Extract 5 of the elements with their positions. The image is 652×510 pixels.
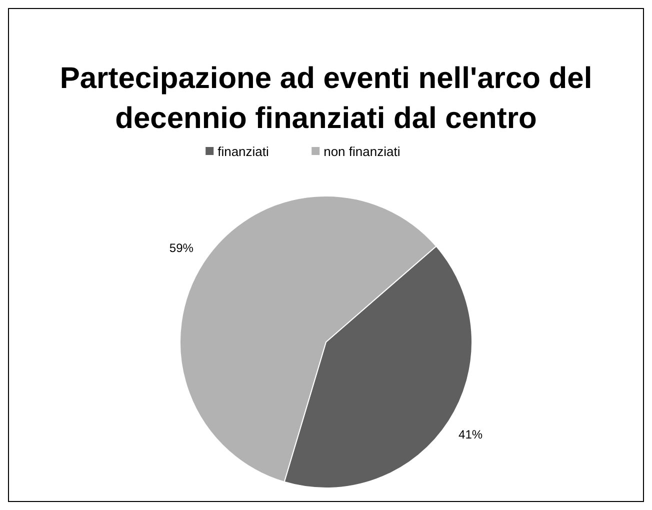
legend-label: non finanziati [324, 144, 400, 159]
legend-label: finanziati [218, 144, 270, 159]
chart-title: Partecipazione ad eventi nell'arco del decennio finanziati dal centro [60, 62, 592, 135]
data-label: 59% [169, 241, 194, 255]
data-label: 41% [458, 427, 483, 442]
